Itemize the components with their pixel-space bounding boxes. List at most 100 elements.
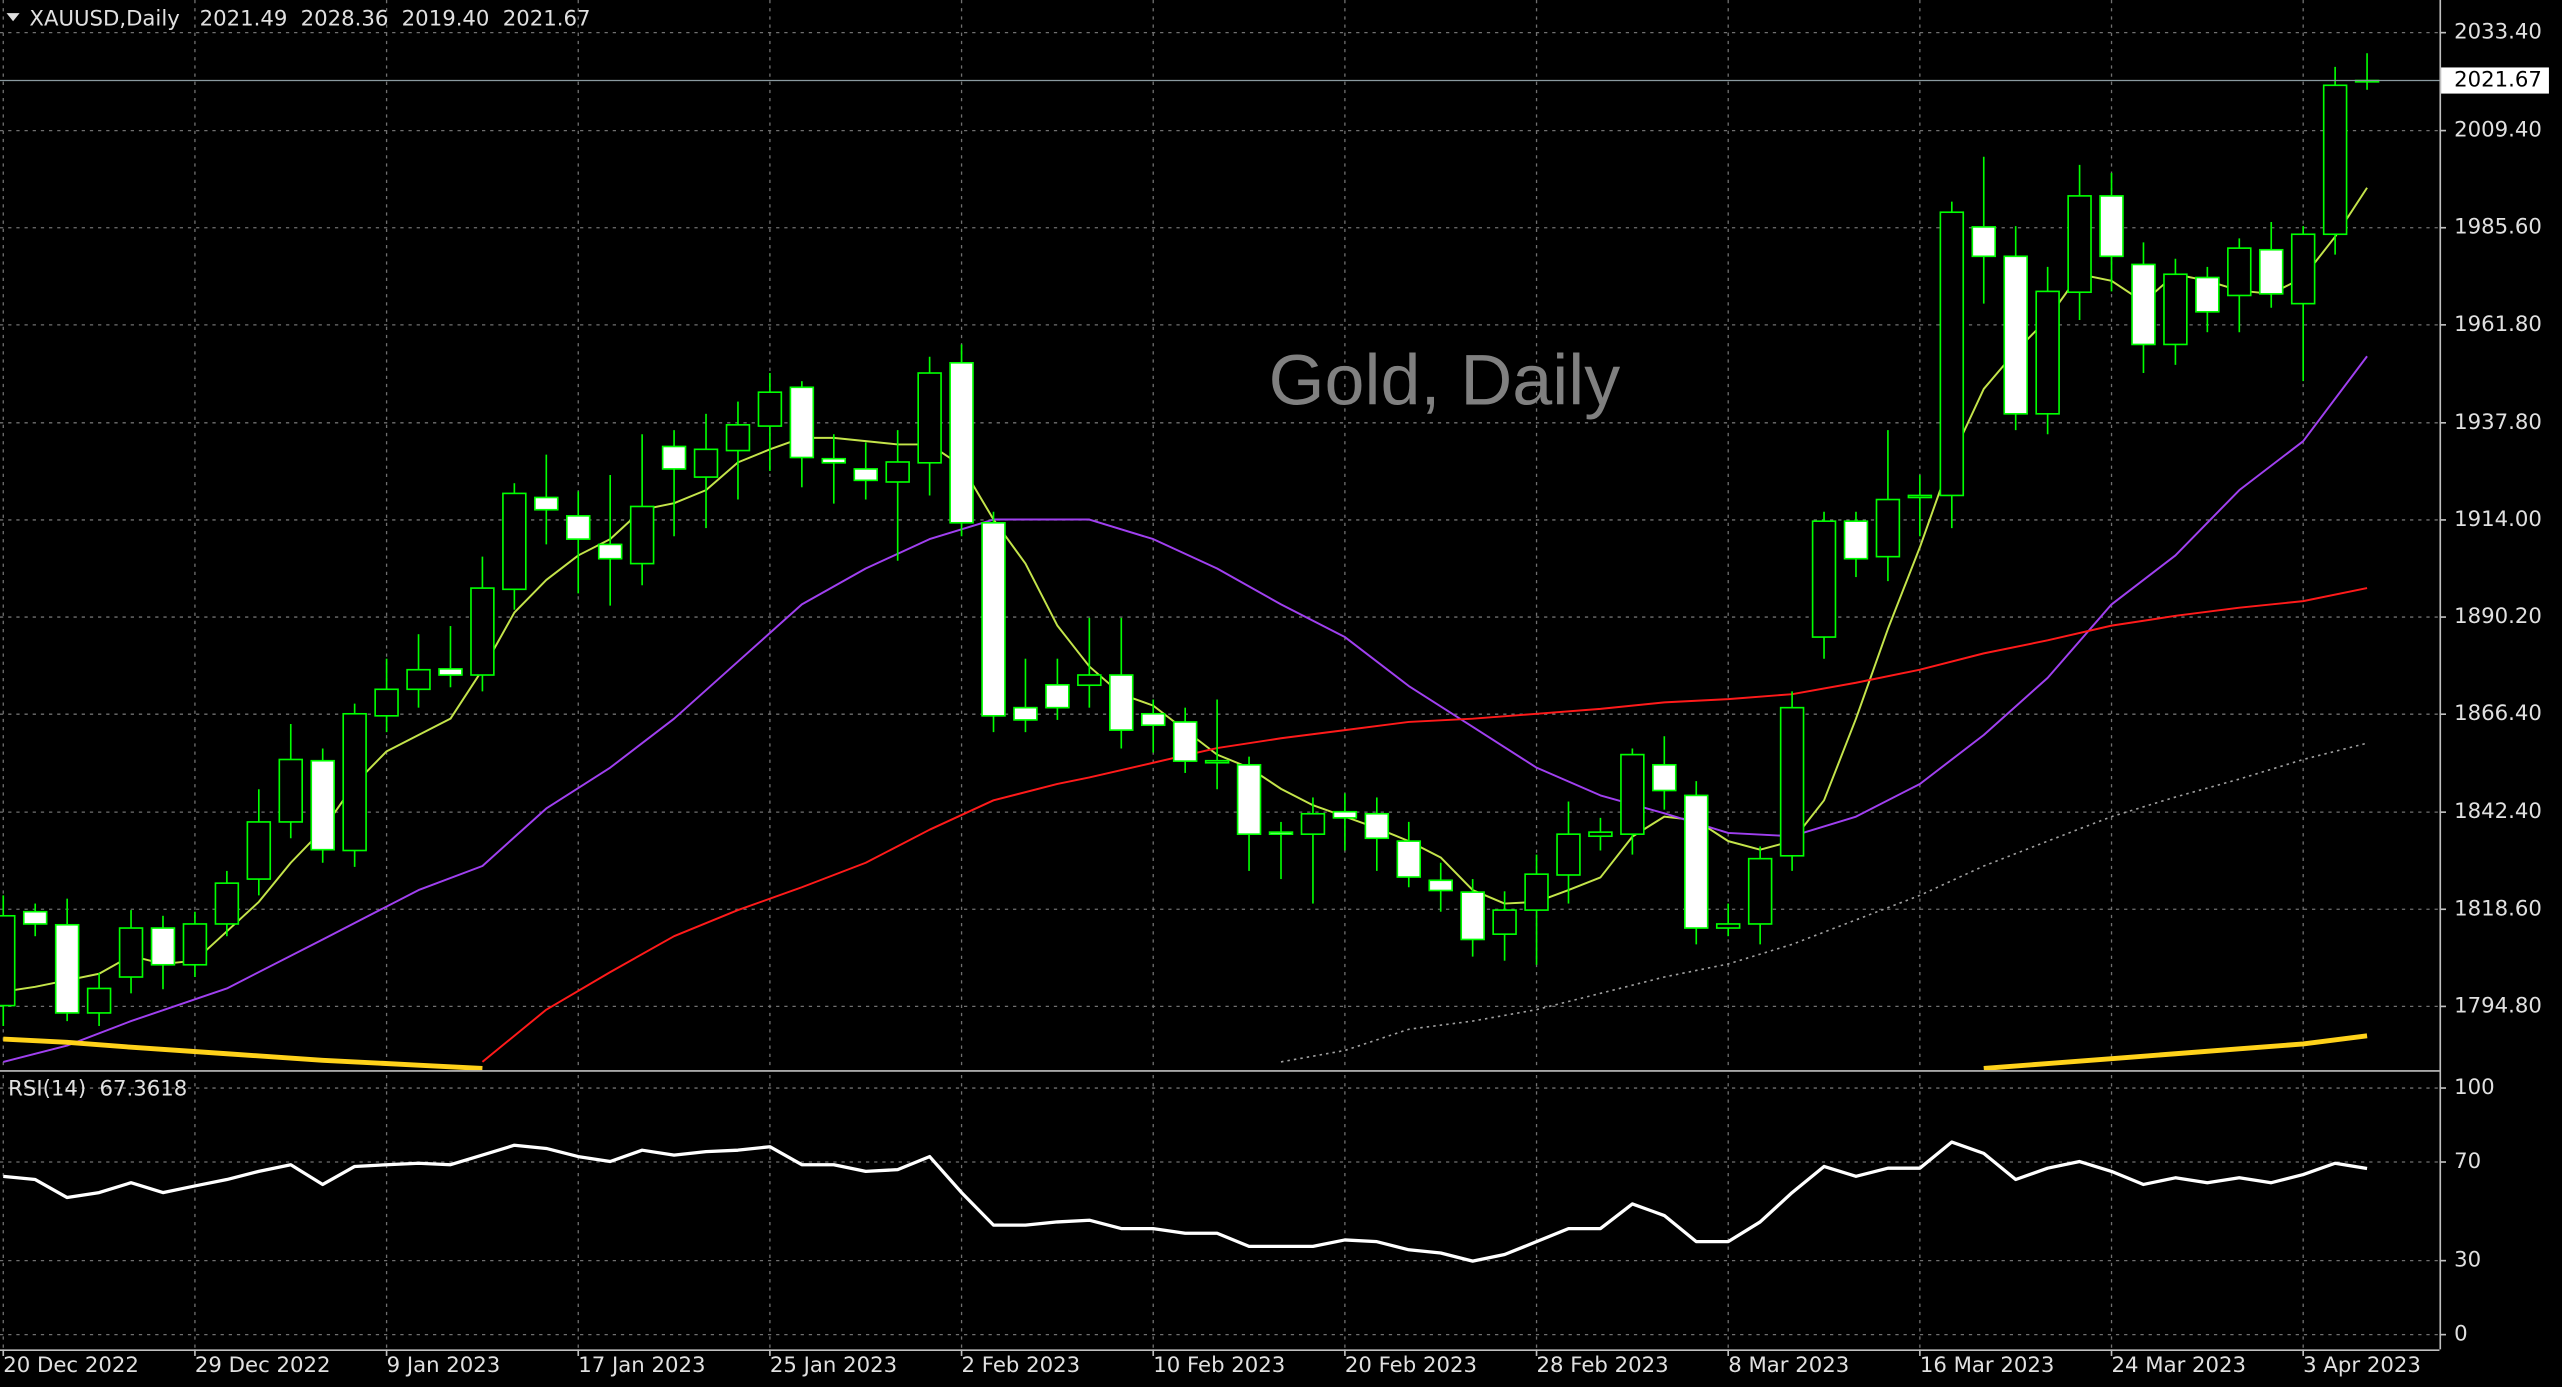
candle-body: [342, 712, 367, 852]
rsi-tick-label: 100: [2454, 1075, 2495, 1100]
candle-body: [534, 496, 559, 511]
candle-body: [2195, 276, 2220, 313]
candle-body: [1715, 923, 1741, 929]
candle-body: [278, 758, 304, 823]
candle-body: [789, 386, 815, 459]
current-price-label: 2021.67: [2454, 68, 2542, 93]
candle-body: [853, 468, 878, 482]
x-tick-label: 25 Jan 2023: [770, 1353, 897, 1378]
candle-body: [1524, 873, 1549, 911]
candle-body: [885, 461, 910, 483]
candle-body: [1875, 498, 1901, 558]
candle-body: [693, 448, 719, 478]
candle-body: [1396, 840, 1422, 878]
candle-body: [1332, 810, 1358, 819]
candle-body: [629, 505, 655, 565]
header-low: 2019.40: [402, 7, 490, 32]
candle-body: [1268, 831, 1294, 835]
x-tick-label: 2 Feb 2023: [962, 1353, 1081, 1378]
rsi-tick-label: 0: [2454, 1322, 2468, 1347]
candle-body: [1939, 211, 1965, 497]
candle-body: [0, 914, 16, 1007]
header-open: 2021.49: [200, 7, 288, 32]
y-tick-label: 1794.80: [2454, 993, 2542, 1018]
candle-body: [310, 759, 335, 851]
chart-title: XAUUSD,Daily: [29, 7, 179, 32]
candle-body: [2163, 273, 2188, 346]
candle-body: [1811, 520, 1837, 638]
candle-body: [1109, 674, 1134, 731]
candle-body: [1364, 812, 1390, 840]
x-tick-label: 20 Dec 2022: [3, 1353, 139, 1378]
candle-body: [949, 361, 974, 524]
candle-body: [1907, 494, 1933, 499]
y-tick-label: 2033.40: [2454, 20, 2542, 45]
x-tick-label: 20 Feb 2023: [1345, 1353, 1477, 1378]
candle-body: [1556, 833, 1581, 876]
candle-body: [1652, 763, 1677, 792]
x-tick-label: 28 Feb 2023: [1537, 1353, 1669, 1378]
moving-average: [3, 355, 2368, 1063]
candle-body: [2003, 255, 2028, 415]
candle-body: [1971, 226, 1997, 258]
candle-body: [54, 923, 80, 1014]
candle-body: [2067, 195, 2092, 294]
candle-body: [725, 424, 751, 452]
candle-body: [2131, 263, 2156, 346]
y-tick-label: 1961.80: [2454, 312, 2542, 337]
candle-body: [2258, 248, 2284, 295]
x-tick-label: 24 Mar 2023: [2112, 1353, 2247, 1378]
candle-body: [2035, 290, 2060, 415]
candle-body: [374, 688, 399, 717]
candle-body: [917, 372, 942, 464]
candle-body: [214, 882, 240, 925]
x-tick-label: 8 Mar 2023: [1728, 1353, 1849, 1378]
rsi-panel: [3, 1140, 2368, 1263]
candle-body: [2227, 247, 2252, 297]
candle-body: [821, 457, 847, 464]
candle-body: [406, 668, 431, 691]
x-tick-label: 29 Dec 2022: [195, 1353, 331, 1378]
candle-body: [2322, 84, 2348, 236]
x-tick-label: 17 Jan 2023: [578, 1353, 705, 1378]
candle-body: [757, 391, 783, 427]
x-tick-label: 3 Apr 2023: [2303, 1353, 2421, 1378]
candle-body: [1779, 706, 1805, 857]
candle-body: [22, 910, 48, 925]
rsi-line: [3, 1140, 2368, 1263]
rsi-tick-label: 30: [2454, 1248, 2481, 1273]
candle-body: [1588, 831, 1613, 838]
candle-body: [502, 492, 527, 591]
y-tick-label: 1937.80: [2454, 410, 2542, 435]
candle-body: [1428, 879, 1453, 892]
candle-body: [150, 927, 176, 966]
candle-body: [1077, 674, 1102, 687]
candle-body: [1684, 794, 1709, 929]
header-close: 2021.67: [503, 7, 591, 32]
current-price-box: [2441, 67, 2549, 94]
candle-body: [246, 821, 272, 880]
y-tick-label: 1890.20: [2454, 604, 2542, 629]
candle-body: [2290, 233, 2316, 305]
menu-triangle[interactable]: [6, 13, 20, 22]
x-tick-label: 16 Mar 2023: [1920, 1353, 2055, 1378]
y-tick-label: 1866.40: [2454, 701, 2542, 726]
candle-body: [1140, 712, 1166, 727]
candle-body: [182, 923, 208, 966]
chart-header: XAUUSD,Daily 2021.49 2028.36 2019.40 202…: [29, 7, 590, 32]
rsi-current: 67.3618: [99, 1077, 187, 1102]
y-tick-label: 1985.60: [2454, 215, 2542, 240]
candle-body: [1460, 891, 1485, 941]
y-tick-label: 1914.00: [2454, 507, 2542, 532]
candle-body: [1300, 812, 1326, 835]
candle-body: [86, 987, 112, 1014]
candle-body: [2099, 195, 2124, 258]
candle-body: [1492, 909, 1517, 935]
candle-body: [1172, 721, 1198, 762]
rsi-label: RSI(14): [8, 1077, 86, 1102]
moving-average: [481, 587, 2368, 1063]
rsi-tick-label: 70: [2454, 1149, 2481, 1174]
candle-body: [661, 445, 687, 470]
